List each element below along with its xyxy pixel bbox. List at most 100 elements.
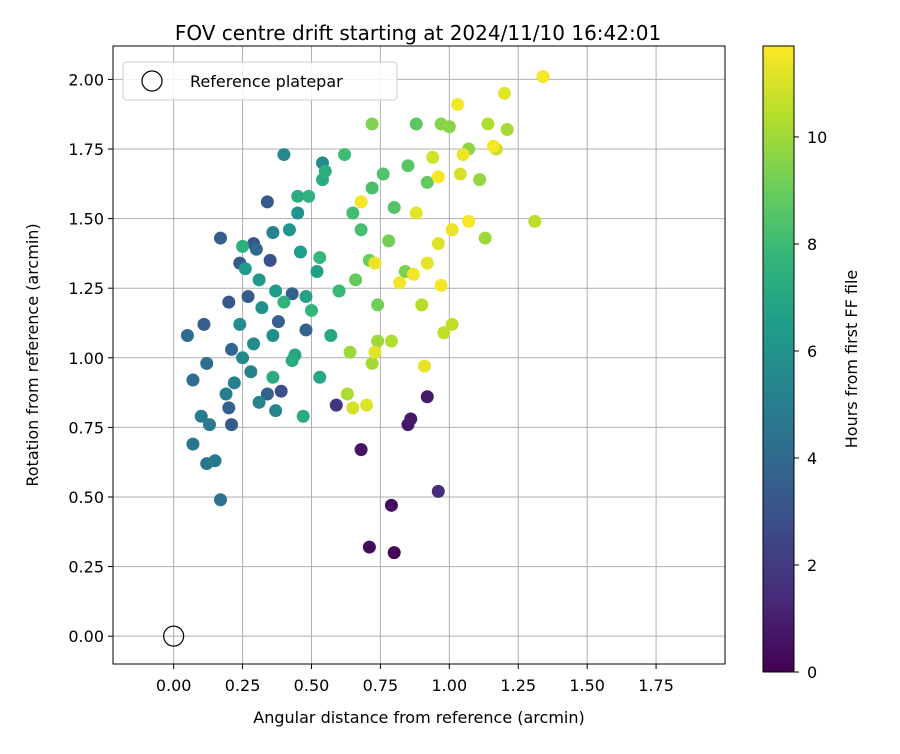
x-tick-label: 1.25 [500, 676, 536, 695]
scatter-point [354, 443, 368, 457]
scatter-point [346, 206, 360, 220]
scatter-point [271, 315, 285, 329]
scatter-point [282, 223, 296, 237]
scatter-point [274, 384, 288, 398]
scatter-point [194, 409, 208, 423]
x-tick-label: 0.75 [363, 676, 399, 695]
scatter-point [409, 117, 423, 131]
y-tick-label: 2.00 [68, 70, 104, 89]
scatter-point [453, 167, 467, 181]
scatter-point [384, 334, 398, 348]
scatter-point [418, 359, 432, 373]
scatter-point [462, 214, 476, 228]
scatter-point [296, 409, 310, 423]
scatter-point [445, 223, 459, 237]
colorbar-gradient [763, 46, 794, 672]
scatter-point [404, 412, 418, 426]
scatter-point [384, 498, 398, 512]
y-axis-ticks: 0.00 0.25 0.50 0.75 1.00 1.25 1.50 1.75 2.00 [68, 70, 113, 646]
y-tick-label: 1.00 [68, 349, 104, 368]
scatter-point [340, 387, 354, 401]
scatter-point [291, 206, 305, 220]
scatter-point [202, 418, 216, 432]
scatter-point [365, 117, 379, 131]
scatter-point [338, 148, 352, 162]
scatter-point [310, 264, 324, 278]
x-tick-label: 0.00 [156, 676, 192, 695]
scatter-point [304, 303, 318, 317]
scatter-point [277, 295, 291, 309]
scatter-point [473, 173, 487, 187]
scatter-point [456, 148, 470, 162]
scatter-point [500, 123, 514, 137]
scatter-point [426, 150, 440, 164]
scatter-point [236, 239, 250, 253]
colorbar-frame [762, 45, 795, 673]
x-tick-label: 0.50 [294, 676, 330, 695]
scatter-point [266, 370, 280, 384]
scatter-point [200, 356, 214, 370]
scatter-point [434, 278, 448, 292]
scatter-point [252, 273, 266, 287]
scatter-point [313, 251, 327, 265]
scatter-point [343, 345, 357, 359]
y-tick-label: 0.25 [68, 558, 104, 577]
plot-frame [112, 45, 726, 665]
plot-area [113, 46, 725, 664]
scatter-point [277, 148, 291, 162]
scatter-point [313, 370, 327, 384]
y-tick-label: 0.00 [68, 627, 104, 646]
x-tick-label: 1.00 [432, 676, 468, 695]
x-axis-ticks: 0.00 0.25 0.50 0.75 1.00 1.25 1.50 1.75 [156, 664, 674, 695]
scatter-point [225, 342, 239, 356]
y-tick-label: 1.25 [68, 279, 104, 298]
scatter-point [349, 273, 363, 287]
scatter-point [346, 401, 360, 415]
legend-box [122, 61, 398, 101]
scatter-point [186, 373, 200, 387]
scatter-point [285, 287, 299, 301]
scatter-point [420, 256, 434, 270]
scatter-point [222, 401, 236, 415]
scatter-point [451, 97, 465, 111]
scatter-point [478, 231, 492, 245]
scatter-point [431, 237, 445, 251]
colorbar: 0 2 4 6 8 10 Hours from first FF file [762, 45, 861, 682]
scatter-point [442, 120, 456, 134]
scatter-point [263, 253, 277, 267]
scatter-point [318, 164, 332, 178]
scatter-point [255, 301, 269, 315]
scatter-point [260, 387, 274, 401]
scatter-point [244, 365, 258, 379]
scatter-point [266, 226, 280, 240]
scatter-point [236, 351, 250, 365]
scatter-point [324, 329, 338, 343]
scatter-point [368, 256, 382, 270]
colorbar-tick-label: 0 [807, 663, 817, 682]
scatter-point [481, 117, 495, 131]
scatter-point [382, 234, 396, 248]
scatter-point [401, 159, 415, 173]
scatter-point [437, 326, 451, 340]
scatter-point [285, 354, 299, 368]
x-tick-label: 1.50 [569, 676, 605, 695]
data-points [180, 70, 550, 560]
y-axis-label: Rotation from reference (arcmin) [23, 223, 42, 486]
legend-marker-icon [141, 70, 163, 92]
scatter-point [354, 223, 368, 237]
scatter-point [247, 337, 261, 351]
scatter-point [406, 267, 420, 281]
scatter-point [269, 404, 283, 418]
scatter-point [393, 276, 407, 290]
scatter-point [293, 245, 307, 259]
scatter-point [365, 356, 379, 370]
scatter-point [269, 284, 283, 298]
scatter-point [208, 454, 222, 468]
scatter-point [197, 317, 211, 331]
scatter-point [528, 214, 542, 228]
scatter-point [332, 284, 346, 298]
scatter-point [368, 345, 382, 359]
x-tick-label: 0.25 [225, 676, 261, 695]
scatter-point [214, 231, 228, 245]
